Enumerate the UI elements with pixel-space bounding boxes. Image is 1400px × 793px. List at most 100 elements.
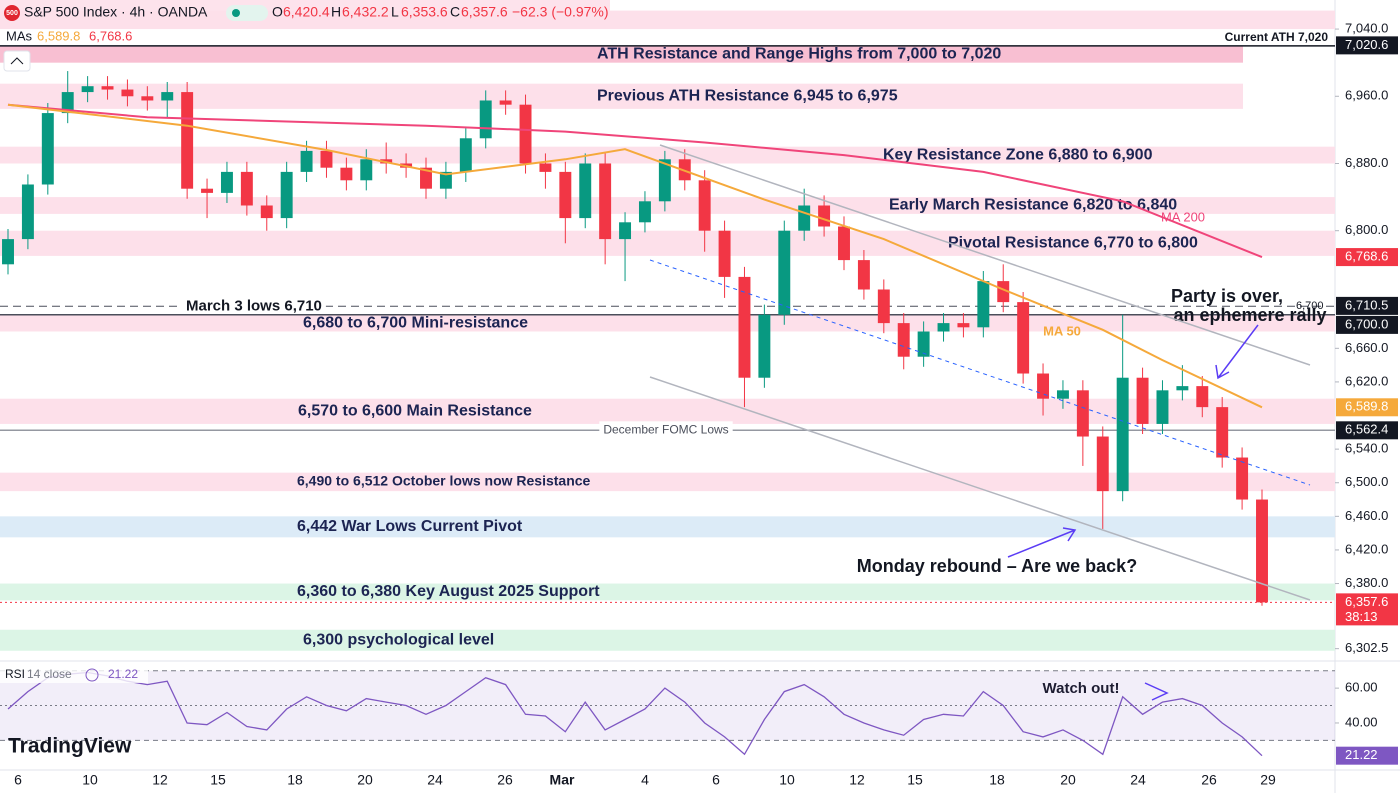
level-end-label: 6,700	[1296, 300, 1324, 312]
zone-label: 6,570 to 6,600 Main Resistance	[298, 403, 532, 420]
x-tick-label: 4	[641, 772, 649, 788]
zone-label: 6,360 to 6,380 Key August 2025 Support	[297, 583, 600, 600]
candle-body	[599, 163, 612, 240]
candle-body	[181, 92, 194, 189]
x-tick-label: Mar	[550, 772, 575, 788]
price-timer: 38:13	[1345, 609, 1378, 624]
rsi-line	[7, 671, 1263, 757]
x-tick-label: 24	[427, 772, 443, 788]
candle-body	[658, 159, 671, 202]
price-badge-label: 6,589.8	[1345, 399, 1388, 414]
candle-body	[340, 167, 353, 181]
price-badge	[1336, 398, 1398, 417]
zone	[0, 472, 1335, 492]
x-tick-label: 29	[1260, 772, 1276, 788]
collapse-button[interactable]	[3, 50, 31, 72]
x-tick-label: 18	[989, 772, 1005, 788]
candle-body	[997, 281, 1010, 303]
candle-body	[559, 171, 572, 219]
candle-body	[459, 138, 472, 172]
candle-body	[2, 239, 14, 265]
annotation: MA 200	[1161, 209, 1205, 224]
zone-label: Key Resistance Zone 6,880 to 6,900	[883, 146, 1153, 163]
level-label: March 3 lows 6,710	[186, 297, 322, 314]
level-label: Current ATH 7,020	[1225, 30, 1329, 44]
logo	[4, 5, 20, 21]
ohlc-change: −62.3 (−0.97%)	[512, 4, 609, 20]
status-pill[interactable]	[226, 5, 268, 21]
candle-body	[499, 100, 512, 105]
x-tick-label: 10	[82, 772, 98, 788]
ohlc-c: C	[450, 4, 460, 20]
x-tick-label: 12	[152, 772, 168, 788]
price-badge-label: 6,768.6	[1345, 249, 1388, 264]
annotation: Monday rebound – Are we back?	[857, 556, 1137, 576]
y-tick-label: 6,302.5	[1345, 640, 1388, 655]
price-badge	[1336, 296, 1398, 315]
candle-body	[698, 180, 711, 231]
candle-body	[61, 92, 74, 114]
x-tick-label: 10	[779, 772, 795, 788]
annotation: Party is over,	[1171, 286, 1283, 306]
x-tick-label: 6	[14, 772, 22, 788]
candle-body	[738, 276, 751, 378]
y-tick-label: 6,800.0	[1345, 222, 1388, 237]
candle-body	[1017, 302, 1030, 374]
plot: ATH Resistance and Range Highs from 7,00…	[0, 10, 1398, 788]
candle-body	[360, 159, 373, 181]
trend-line	[649, 376, 1311, 601]
zone	[0, 398, 1335, 424]
candle-body	[280, 171, 293, 219]
zone	[0, 629, 1335, 651]
rsi-value: 21.22	[108, 667, 138, 681]
candle-body	[1096, 436, 1109, 492]
trend-line	[659, 144, 1311, 366]
status-dot	[232, 9, 240, 17]
ma-value: 6,589.8	[37, 28, 80, 43]
price-badge	[1336, 248, 1398, 267]
candle-body	[240, 171, 253, 206]
y-tick-label: 6,880.0	[1345, 155, 1388, 170]
annotation: Watch out!	[1043, 680, 1120, 697]
zone	[0, 197, 1335, 214]
y-tick-label: 6,420.0	[1345, 541, 1388, 556]
y-tick-label: 7,040.0	[1345, 21, 1388, 36]
rsi-params: 14 close	[27, 667, 72, 681]
rsi-label: RSI	[5, 667, 25, 681]
candle-body	[877, 289, 890, 324]
zone	[0, 83, 1243, 109]
candle-body	[758, 314, 771, 378]
candle-body	[420, 167, 432, 189]
price-badge-label: 6,710.5	[1345, 297, 1388, 312]
candle-body	[917, 331, 930, 357]
candle-body	[619, 222, 632, 240]
candle-body	[1037, 373, 1050, 399]
y-tick-label: 6,540.0	[1345, 441, 1388, 456]
x-tick-label: 18	[287, 772, 303, 788]
y-tick-label: 6,460.0	[1345, 508, 1388, 523]
zone	[0, 314, 1335, 332]
candle-body	[1256, 499, 1268, 603]
price-badge	[1336, 593, 1398, 626]
ohlc-value: 6,432.2	[342, 4, 389, 20]
arrow	[1215, 324, 1259, 380]
ohlc-value: 6,353.6	[401, 4, 448, 20]
zone-label: Pivotal Resistance 6,770 to 6,800	[948, 235, 1198, 252]
candle-body	[1176, 386, 1189, 391]
price-badge-label: 6,562.4	[1345, 422, 1388, 437]
zone	[0, 516, 1335, 538]
candle-body	[161, 92, 174, 101]
candle-body	[818, 205, 831, 227]
zone-label: 6,300 psychological level	[303, 631, 494, 648]
candle-body	[320, 150, 333, 168]
candle-body	[260, 205, 273, 219]
arrow	[1007, 527, 1077, 558]
candle-body	[798, 205, 811, 231]
y-tick-label: 40.00	[1345, 714, 1378, 729]
candle-body	[121, 89, 134, 97]
zone	[0, 583, 1335, 601]
candle-body	[977, 281, 990, 328]
candle-body	[519, 104, 532, 164]
ma-label: MAs	[6, 28, 33, 43]
